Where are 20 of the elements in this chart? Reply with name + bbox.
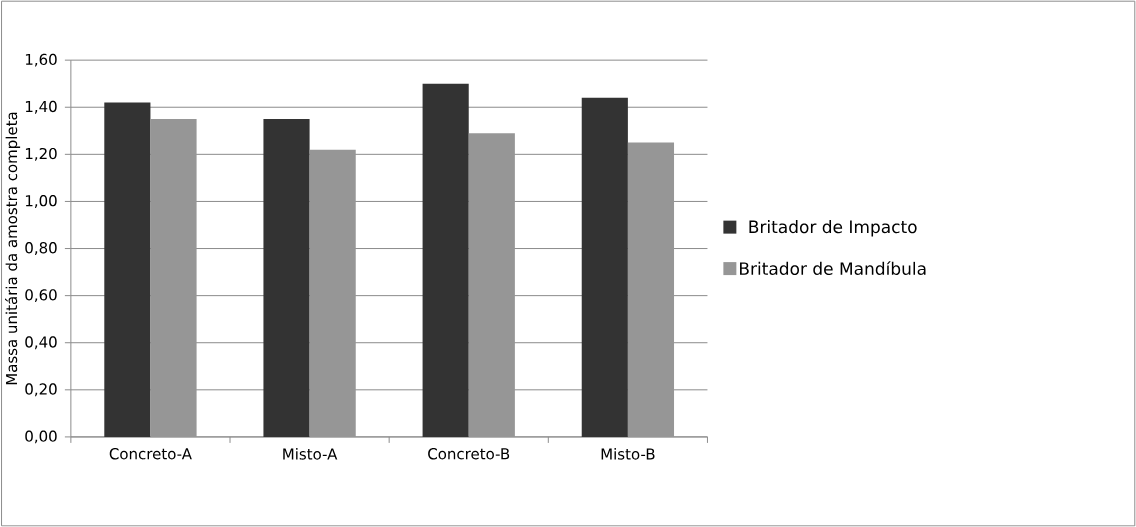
- y-tick-label: 0,60: [25, 289, 57, 303]
- bar: [422, 83, 469, 437]
- x-tick-label: Misto-B: [601, 448, 655, 460]
- y-tick-label: 0,80: [25, 242, 57, 255]
- bar: [581, 97, 628, 437]
- y-tick-label: 1,40: [25, 100, 57, 114]
- y-tick-label: 0,00: [25, 430, 57, 444]
- y-tick-label: 1,00: [25, 194, 57, 208]
- y-axis-title: Massa unitária da amostra completa: [5, 112, 21, 385]
- legend-label: Britador de Mandíbula: [740, 261, 926, 275]
- y-tick-label: 1,20: [25, 147, 57, 161]
- x-tick-label: Concreto-B: [428, 448, 510, 460]
- y-tick-label: 0,40: [25, 336, 57, 350]
- y-tick-label: 1,60: [25, 53, 57, 67]
- x-tick-label: Concreto-A: [109, 448, 192, 460]
- bar: [263, 119, 310, 437]
- legend-label: Britador de Impacto: [749, 220, 917, 237]
- x-tick-label: Misto-A: [283, 448, 338, 460]
- y-tick-label: 0,20: [25, 383, 57, 397]
- bar: [104, 102, 151, 437]
